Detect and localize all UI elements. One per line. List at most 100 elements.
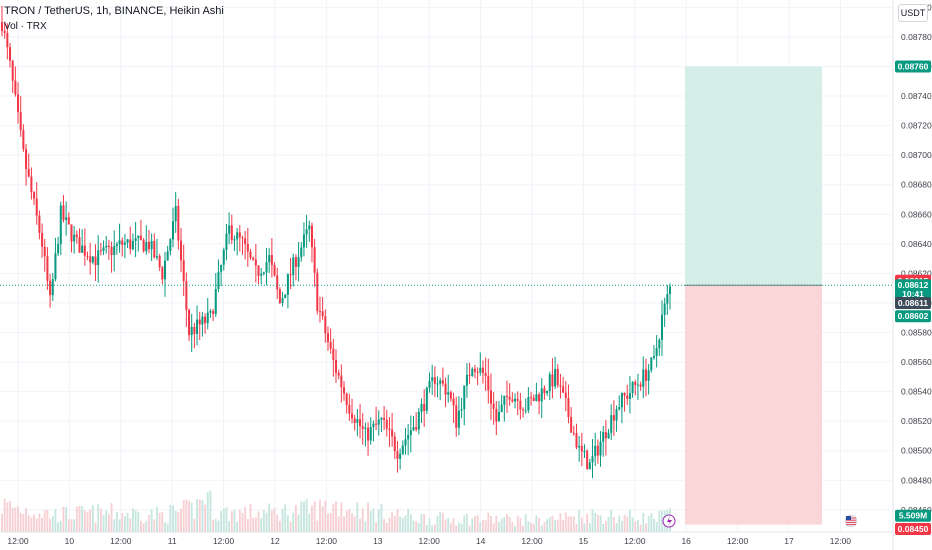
volume-bar	[409, 514, 412, 532]
volume-bar	[655, 521, 658, 532]
volume-bar	[564, 512, 567, 532]
candle-body	[206, 312, 209, 324]
volume-bar	[145, 521, 148, 532]
candle-body	[169, 239, 172, 252]
candle-body	[142, 239, 145, 252]
price-tag	[895, 296, 931, 309]
time-tick-label: 12:00	[624, 536, 646, 546]
candle-body	[9, 47, 12, 61]
candle-body	[401, 445, 404, 454]
price-tick-label: 0.08660	[901, 209, 932, 219]
volume-bar	[265, 512, 268, 532]
candle-body	[615, 409, 618, 421]
volume-bar	[212, 520, 215, 532]
time-tick-label: 14	[476, 536, 486, 546]
candle-body	[623, 392, 626, 396]
volume-bar	[27, 515, 30, 532]
volume-bar	[658, 510, 661, 532]
volume-bar	[73, 519, 76, 532]
volume-bar	[49, 518, 52, 532]
time-tick-label: 12	[270, 536, 280, 546]
volume-bar	[22, 513, 25, 532]
candle-body	[631, 381, 634, 394]
candle-body	[220, 264, 223, 272]
candle-body	[33, 192, 36, 199]
candle-body	[455, 405, 458, 428]
candle-body	[123, 242, 126, 245]
volume-bar	[596, 514, 599, 532]
lightning-icon[interactable]	[662, 514, 676, 528]
candle-body	[655, 348, 658, 356]
volume-bar	[372, 508, 375, 532]
candle-body	[182, 260, 185, 282]
candle-body	[644, 369, 647, 381]
volume-bar	[639, 524, 642, 532]
volume-bar	[623, 514, 626, 532]
currency-badge[interactable]: USDT	[898, 4, 928, 22]
candle-body	[409, 430, 412, 436]
candle-body	[308, 225, 311, 230]
volume-bar	[97, 504, 100, 532]
volume-bar	[610, 510, 613, 532]
candle-body	[107, 245, 110, 248]
volume-bar	[471, 518, 474, 532]
volume-bar	[634, 521, 637, 532]
volume-bar	[233, 510, 236, 532]
candle-body	[236, 232, 239, 240]
candle-body	[185, 281, 188, 310]
time-tick-label: 12:00	[727, 536, 749, 546]
price-tick-label: 0.08480	[901, 475, 932, 485]
candle-body	[367, 427, 370, 441]
volume-bar	[540, 525, 543, 532]
volume-bar	[185, 499, 188, 532]
volume-indicator-label[interactable]: Vol · TRX	[4, 21, 47, 32]
candle-body	[604, 431, 607, 439]
volume-bar	[399, 516, 402, 532]
volume-bar	[1, 513, 3, 532]
candle-body	[457, 410, 460, 428]
candle-body	[147, 241, 150, 250]
candle-body	[318, 311, 321, 313]
volume-bar	[217, 520, 220, 532]
candle-body	[647, 370, 650, 381]
candle-body	[91, 256, 94, 263]
candle-body	[212, 311, 215, 314]
volume-bar	[572, 516, 575, 532]
volume-bar	[599, 515, 602, 532]
volume-bar	[588, 523, 591, 532]
candle-body	[38, 215, 41, 233]
volume-bar	[476, 515, 479, 532]
volume-bar	[447, 517, 450, 532]
volume-bar	[591, 509, 594, 532]
volume-bar	[148, 515, 150, 532]
candle-body	[73, 234, 76, 242]
volume-bar	[91, 505, 94, 532]
time-tick-label: 16	[681, 536, 691, 546]
candle-body	[171, 221, 175, 240]
volume-bar	[123, 516, 126, 532]
volume-bar	[43, 510, 46, 532]
candle-body	[89, 256, 92, 263]
candle-body	[479, 367, 482, 373]
candle-body	[652, 355, 655, 358]
candle-body	[294, 257, 297, 267]
candle-body	[62, 205, 65, 220]
candle-body	[278, 289, 281, 304]
volume-bar	[530, 522, 532, 532]
volume-bar	[118, 519, 121, 532]
volume-bar	[492, 523, 495, 532]
candle-body	[359, 419, 362, 427]
candle-body	[281, 298, 284, 304]
volume-bar	[182, 500, 185, 532]
volume-bar	[276, 514, 279, 532]
volume-bar	[348, 508, 351, 532]
volume-bar	[498, 521, 500, 532]
volume-bar	[337, 516, 340, 532]
volume-bar	[433, 524, 436, 532]
candle-body	[150, 240, 153, 250]
volume-bar	[551, 515, 554, 532]
volume-bar	[607, 516, 610, 532]
candle-body	[377, 419, 380, 425]
price-tick-label: 0.08780	[901, 32, 932, 42]
candle-body	[131, 241, 134, 250]
